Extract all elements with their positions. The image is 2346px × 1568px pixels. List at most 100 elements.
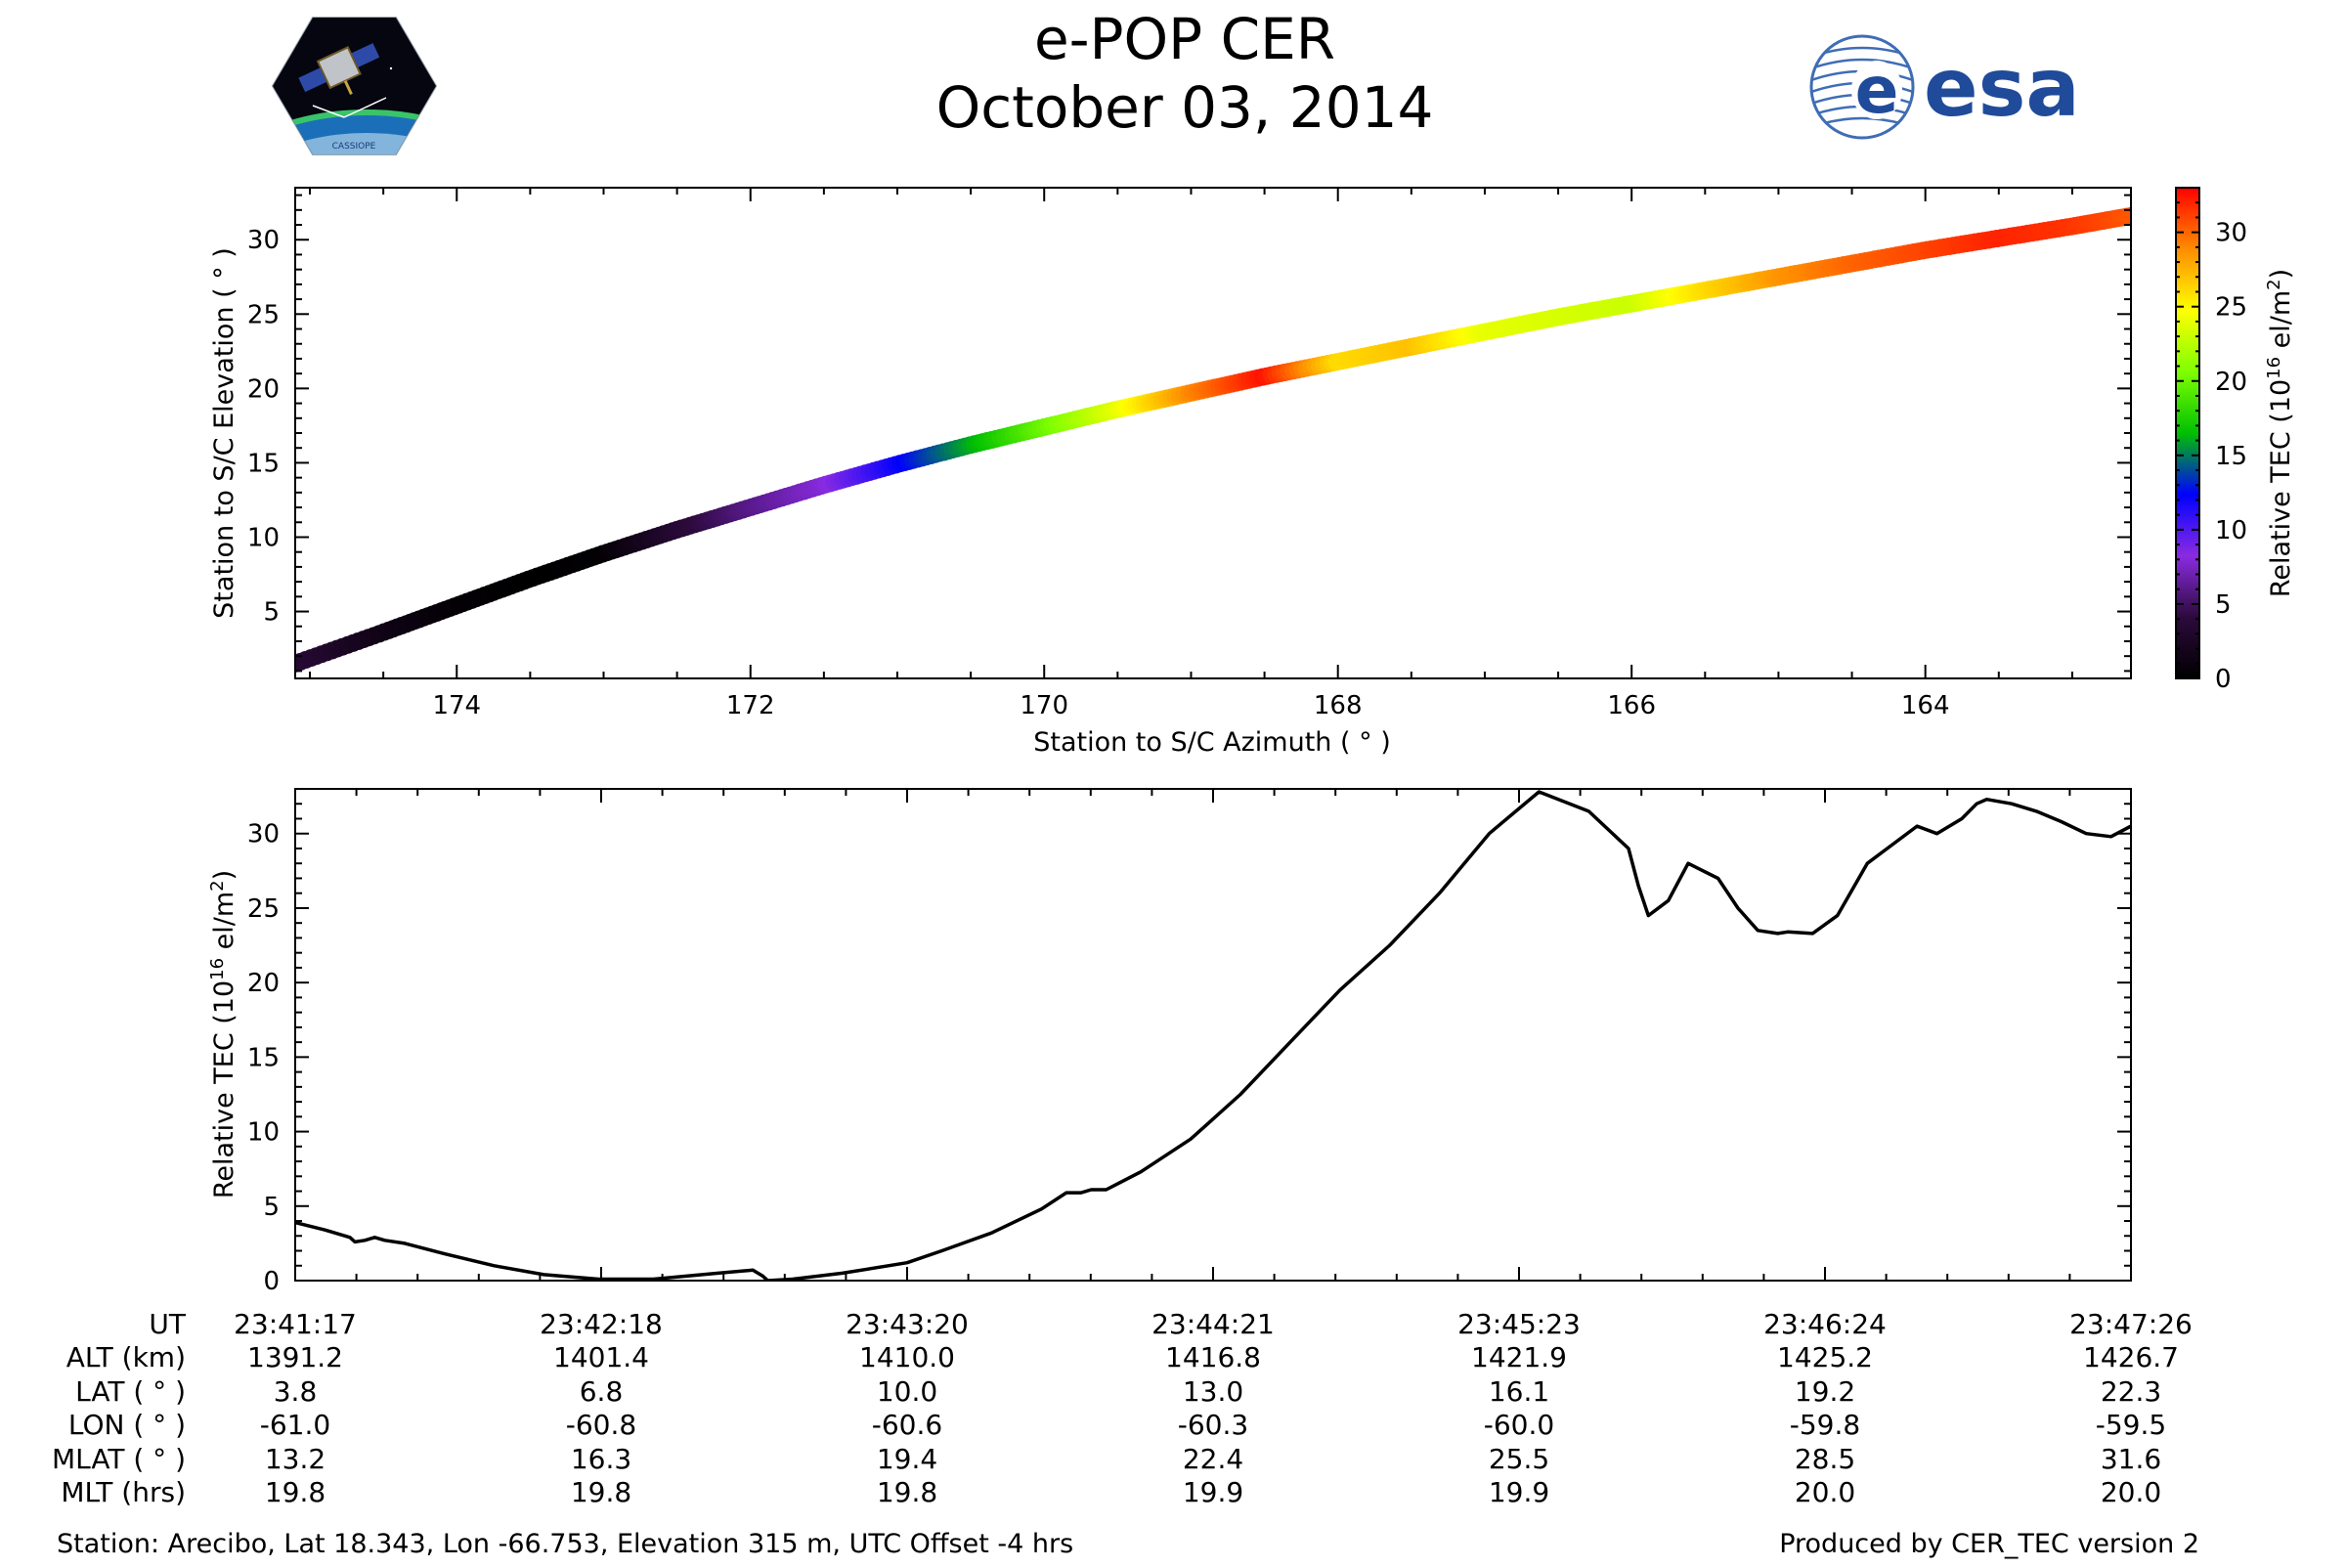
svg-text:e: e bbox=[1855, 53, 1899, 128]
table-cells: 23:41:17 23:42:18 23:43:20 23:44:21 23:45:23… bbox=[234, 1308, 2193, 1508]
row-label-lon: LON ( ° ) bbox=[68, 1409, 186, 1441]
colorbar-tick-label: 25 bbox=[2215, 293, 2247, 323]
colorbar-gradient bbox=[2175, 187, 2200, 679]
table-cell: 20.0 bbox=[1795, 1476, 1855, 1508]
bottom-plot-frame bbox=[294, 788, 2132, 1282]
elevation-track-points bbox=[295, 206, 2131, 673]
table-cell: -60.6 bbox=[872, 1409, 942, 1441]
top-y-tick-label: 30 bbox=[247, 226, 280, 255]
table-cell: 1425.2 bbox=[1777, 1341, 1873, 1373]
orbit-parameter-table: UT ALT (km) LAT ( ° ) LON ( ° ) MLAT ( °… bbox=[52, 1308, 2193, 1508]
colorbar-tick-label: 10 bbox=[2215, 516, 2247, 545]
table-cell: 6.8 bbox=[580, 1375, 624, 1408]
bottom-y-tick-label: 30 bbox=[247, 820, 280, 849]
colorbar-tick-label: 5 bbox=[2215, 590, 2232, 620]
table-cell: -60.8 bbox=[566, 1409, 636, 1441]
top-y-axis-label: Station to S/C Elevation ( ° ) bbox=[209, 247, 239, 619]
colorbar-tick-label: 0 bbox=[2215, 665, 2232, 694]
colorbar-tick-label: 30 bbox=[2215, 219, 2247, 248]
colorbar-ticks bbox=[2176, 187, 2199, 679]
top-axis-ticks bbox=[295, 188, 2131, 678]
top-x-tick-label: 172 bbox=[726, 691, 775, 720]
table-cell: 25.5 bbox=[1489, 1443, 1549, 1475]
top-x-tick-label: 164 bbox=[1901, 691, 1950, 720]
bottom-axis-ticks bbox=[294, 788, 2132, 1282]
table-cell: 28.5 bbox=[1795, 1443, 1855, 1475]
table-cell: 19.9 bbox=[1489, 1476, 1549, 1508]
table-cell: -59.8 bbox=[1790, 1409, 1860, 1441]
top-x-tick-label: 174 bbox=[432, 691, 481, 720]
bottom-y-tick-label: 15 bbox=[247, 1043, 280, 1072]
row-label-lat: LAT ( ° ) bbox=[75, 1375, 186, 1408]
table-cell: 13.2 bbox=[265, 1443, 326, 1475]
figure-title: e-POP CER bbox=[1034, 6, 1335, 72]
table-cell: 1410.0 bbox=[859, 1341, 955, 1373]
table-cell: 3.8 bbox=[274, 1375, 318, 1408]
bottom-y-tick-labels: 0 5 10 15 20 25 30 bbox=[247, 820, 280, 1296]
table-cell: 23:41:17 bbox=[234, 1308, 357, 1340]
table-cell: 22.3 bbox=[2101, 1375, 2161, 1408]
table-cell: 19.8 bbox=[265, 1476, 326, 1508]
row-label-mlat: MLAT ( ° ) bbox=[52, 1443, 186, 1475]
table-cell: 16.3 bbox=[571, 1443, 631, 1475]
colorbar-tick-label: 20 bbox=[2215, 368, 2247, 397]
table-cell: 23:46:24 bbox=[1763, 1308, 1887, 1340]
table-cell: 1391.2 bbox=[247, 1341, 343, 1373]
bottom-y-tick-label: 5 bbox=[263, 1193, 280, 1222]
table-cell: 19.9 bbox=[1183, 1476, 1243, 1508]
bottom-y-axis-label: Relative TEC (1016 el/m2) bbox=[207, 870, 239, 1198]
row-label-ut: UT bbox=[149, 1308, 186, 1340]
top-x-tick-label: 168 bbox=[1314, 691, 1363, 720]
row-label-mlt: MLT (hrs) bbox=[61, 1476, 186, 1508]
bottom-y-tick-label: 20 bbox=[247, 969, 280, 998]
table-cell: 19.8 bbox=[571, 1476, 631, 1508]
top-x-tick-label: 170 bbox=[1020, 691, 1068, 720]
esa-logo: e esa bbox=[1809, 34, 2080, 140]
colorbar-tick-labels: 0 5 10 15 20 25 30 bbox=[2215, 219, 2247, 694]
table-cell: 1416.8 bbox=[1165, 1341, 1261, 1373]
table-cell: 13.0 bbox=[1183, 1375, 1243, 1408]
esa-globe-icon: e bbox=[1811, 46, 1913, 129]
top-x-tick-label: 166 bbox=[1607, 691, 1656, 720]
top-y-tick-labels: 5 10 15 20 25 30 bbox=[247, 226, 280, 627]
esa-logo-text: esa bbox=[1924, 42, 2080, 135]
produced-by: Produced by CER_TEC version 2 bbox=[1779, 1529, 2199, 1559]
table-cell: 20.0 bbox=[2101, 1476, 2161, 1508]
cassiope-logo: CASSIOPE bbox=[271, 17, 438, 155]
table-cell: 23:45:23 bbox=[1457, 1308, 1581, 1340]
table-cell: 10.0 bbox=[877, 1375, 937, 1408]
top-x-axis-label: Station to S/C Azimuth ( ° ) bbox=[1033, 727, 1391, 758]
bottom-y-tick-label: 10 bbox=[247, 1118, 280, 1148]
elevation-azimuth-panel: 174 172 170 168 166 164 5 10 15 20 25 30… bbox=[209, 187, 2132, 758]
table-cell: 23:42:18 bbox=[540, 1308, 663, 1340]
top-y-tick-label: 20 bbox=[247, 374, 280, 404]
station-info: Station: Arecibo, Lat 18.343, Lon -66.75… bbox=[57, 1529, 1073, 1559]
table-cell: -61.0 bbox=[260, 1409, 330, 1441]
top-x-tick-labels: 174 172 170 168 166 164 bbox=[432, 691, 1949, 720]
table-cell: 1401.4 bbox=[553, 1341, 649, 1373]
colorbar-label: Relative TEC (1016 el/m2) bbox=[2264, 269, 2296, 597]
table-cell: -60.3 bbox=[1178, 1409, 1248, 1441]
cassiope-logo-text: CASSIOPE bbox=[332, 142, 376, 152]
table-cell: 22.4 bbox=[1183, 1443, 1243, 1475]
table-cell: 19.2 bbox=[1795, 1375, 1855, 1408]
table-cell: 16.1 bbox=[1489, 1375, 1549, 1408]
tec-colorbar: 0 5 10 15 20 25 30 Relative TEC (1016 el… bbox=[2175, 187, 2296, 694]
top-y-tick-label: 25 bbox=[247, 300, 280, 329]
figure-date: October 03, 2014 bbox=[936, 74, 1434, 141]
top-y-tick-label: 15 bbox=[247, 449, 280, 478]
table-cell: 31.6 bbox=[2101, 1443, 2161, 1475]
table-cell: 23:44:21 bbox=[1151, 1308, 1275, 1340]
table-cell: -59.5 bbox=[2096, 1409, 2166, 1441]
top-y-tick-label: 10 bbox=[247, 524, 280, 553]
table-cell: 1426.7 bbox=[2083, 1341, 2179, 1373]
table-cell: -60.0 bbox=[1484, 1409, 1554, 1441]
bottom-y-tick-label: 25 bbox=[247, 894, 280, 924]
tec-series-line bbox=[295, 790, 2131, 1281]
colorbar-tick-label: 15 bbox=[2215, 442, 2247, 471]
table-row-labels: UT ALT (km) LAT ( ° ) LON ( ° ) MLAT ( °… bbox=[52, 1308, 187, 1508]
bottom-y-tick-label: 0 bbox=[263, 1267, 280, 1296]
row-label-alt: ALT (km) bbox=[66, 1341, 186, 1373]
